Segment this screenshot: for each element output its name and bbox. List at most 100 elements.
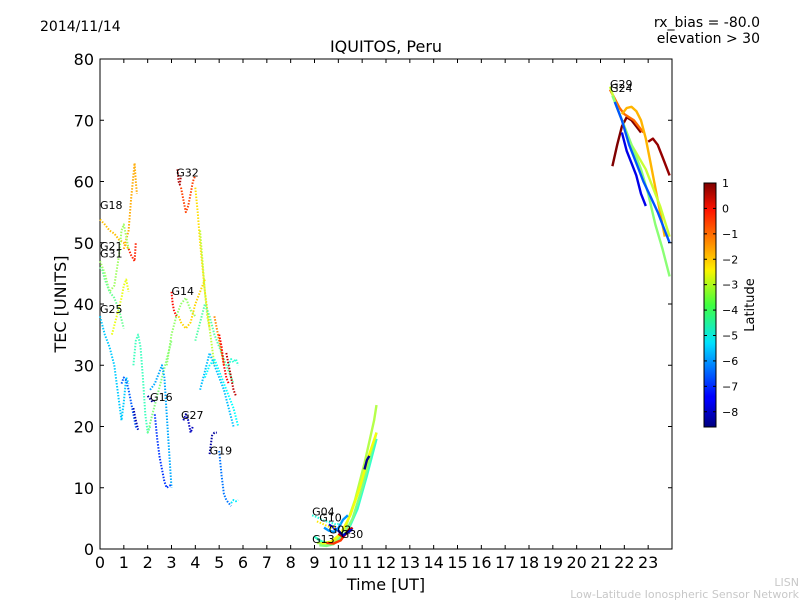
series-trace-6 xyxy=(99,316,130,422)
series-trace-21 xyxy=(194,303,235,384)
colorbar-ticks: 1 0 −1 −2 −3 −4 −5 −6 −7 −8 xyxy=(704,177,738,419)
y-tick-label: 70 xyxy=(74,111,94,130)
x-tick-label: 19 xyxy=(543,553,563,572)
x-tick-label: 10 xyxy=(328,553,348,572)
x-tick-label: 20 xyxy=(566,553,586,572)
annotation-layer: G29G24G32G18G21G31G14G25G16G27G19G04G10G… xyxy=(100,78,633,546)
x-tick-label: 11 xyxy=(352,553,372,572)
series-trace-16 xyxy=(177,279,206,330)
series-trace-7 xyxy=(120,376,139,431)
x-axis-label: Time [UT] xyxy=(346,575,425,594)
series-trace-1 xyxy=(122,162,138,250)
series-trace-18 xyxy=(180,175,197,214)
x-tick-label: 4 xyxy=(190,553,200,572)
colorbar-tick-label: −5 xyxy=(722,330,738,343)
x-tick-label: 16 xyxy=(471,553,491,572)
series-trace-49 xyxy=(620,132,647,207)
satellite-label: G29 xyxy=(610,78,633,91)
x-tick-label: 5 xyxy=(214,553,224,572)
colorbar-tick-label: −2 xyxy=(722,253,738,266)
x-tick-label: 12 xyxy=(376,553,396,572)
colorbar-tick-label: −6 xyxy=(722,355,738,368)
x-tick-label: 1 xyxy=(119,553,129,572)
series-trace-31 xyxy=(230,499,239,504)
x-tick-label: 22 xyxy=(614,553,634,572)
satellite-label: G13 xyxy=(312,533,335,546)
elevation-label: elevation > 30 xyxy=(657,31,760,47)
x-tick-label: 8 xyxy=(286,553,296,572)
series-trace-41 xyxy=(311,514,341,526)
tick-layer: 0 1 2 3 4 5 6 7 8 9 10 11 12 13 14 15 16 17 18 19 20 21 22 2301… xyxy=(74,50,672,572)
plot-area: 0 1 2 3 4 5 6 7 8 9 10 11 12 13 14 15 16 17 18 19 20 21 22 2301… xyxy=(74,50,673,572)
series-trace-14 xyxy=(165,296,197,366)
x-tick-label: 23 xyxy=(638,553,658,572)
satellite-label: G25 xyxy=(100,303,123,316)
x-tick-label: 7 xyxy=(262,553,272,572)
satellite-label: G10 xyxy=(319,511,342,524)
series-trace-42 xyxy=(316,520,337,529)
rx-bias-label: rx_bias = -80.0 xyxy=(654,15,760,31)
colorbar-tick-label: 0 xyxy=(722,202,729,215)
series-trace-43 xyxy=(611,115,642,167)
series-trace-22 xyxy=(203,358,240,427)
series-trace-5 xyxy=(110,278,130,335)
colorbar-tick-label: −3 xyxy=(722,279,738,292)
series-trace-40 xyxy=(363,455,371,470)
satellite-label: G30 xyxy=(341,528,364,541)
series-trace-0 xyxy=(99,218,130,250)
satellite-label: G04 xyxy=(312,505,335,518)
series-trace-48 xyxy=(613,101,671,244)
series-layer xyxy=(99,86,671,548)
y-tick-label: 60 xyxy=(74,173,94,192)
y-tick-label: 50 xyxy=(74,234,94,253)
x-tick-label: 6 xyxy=(238,553,248,572)
series-trace-2 xyxy=(127,242,137,263)
series-trace-11 xyxy=(149,364,173,488)
y-tick-label: 10 xyxy=(74,479,94,498)
series-trace-28 xyxy=(182,413,194,434)
satellite-label: G27 xyxy=(181,409,204,422)
series-trace-33 xyxy=(319,432,378,548)
colorbar-tick-label: −7 xyxy=(722,380,738,393)
y-tick-label: 80 xyxy=(74,50,94,69)
x-tick-label: 21 xyxy=(590,553,610,572)
x-tick-label: 3 xyxy=(166,553,176,572)
x-tick-label: 14 xyxy=(423,553,443,572)
series-trace-30 xyxy=(218,450,232,507)
series-trace-4 xyxy=(99,266,125,329)
series-trace-12 xyxy=(153,414,172,489)
series-trace-38 xyxy=(328,523,354,537)
series-trace-23 xyxy=(199,352,235,427)
series-trace-20 xyxy=(199,230,216,366)
series-trace-13 xyxy=(146,395,156,403)
series-trace-17 xyxy=(176,169,182,186)
series-trace-24 xyxy=(213,316,225,366)
series-trace-9 xyxy=(132,333,152,434)
footer-org-short: LISN xyxy=(774,576,799,589)
colorbar-label: Latitude xyxy=(743,278,758,332)
x-tick-label: 13 xyxy=(400,553,420,572)
satellite-label: G24 xyxy=(610,82,633,95)
colorbar: 1 0 −1 −2 −3 −4 −5 −6 −7 −8 Latitude xyxy=(703,177,758,428)
series-trace-19 xyxy=(194,187,211,329)
colorbar-tick-label: −8 xyxy=(722,406,738,419)
x-tick-label: 0 xyxy=(95,553,105,572)
colorbar-tick-label: −1 xyxy=(722,228,738,241)
y-axis-label: TEC [UNITS] xyxy=(51,256,70,354)
satellite-label: G14 xyxy=(172,285,195,298)
satellite-label: G19 xyxy=(210,445,233,458)
series-trace-15 xyxy=(170,291,178,317)
x-tick-label: 18 xyxy=(519,553,539,572)
satellite-label: G16 xyxy=(150,391,173,404)
satellite-label: G21 xyxy=(100,240,123,253)
satellite-label: G31 xyxy=(100,247,123,260)
colorbar-tick-label: 1 xyxy=(722,177,729,190)
series-trace-39 xyxy=(323,514,349,534)
x-tick-label: 2 xyxy=(143,553,153,572)
footer-org-full: Low-Latitude Ionospheric Sensor Network xyxy=(570,588,799,600)
series-trace-29 xyxy=(208,431,217,455)
series-trace-35 xyxy=(321,432,378,545)
colorbar-tick-label: −4 xyxy=(722,304,738,317)
series-trace-27 xyxy=(227,358,240,366)
